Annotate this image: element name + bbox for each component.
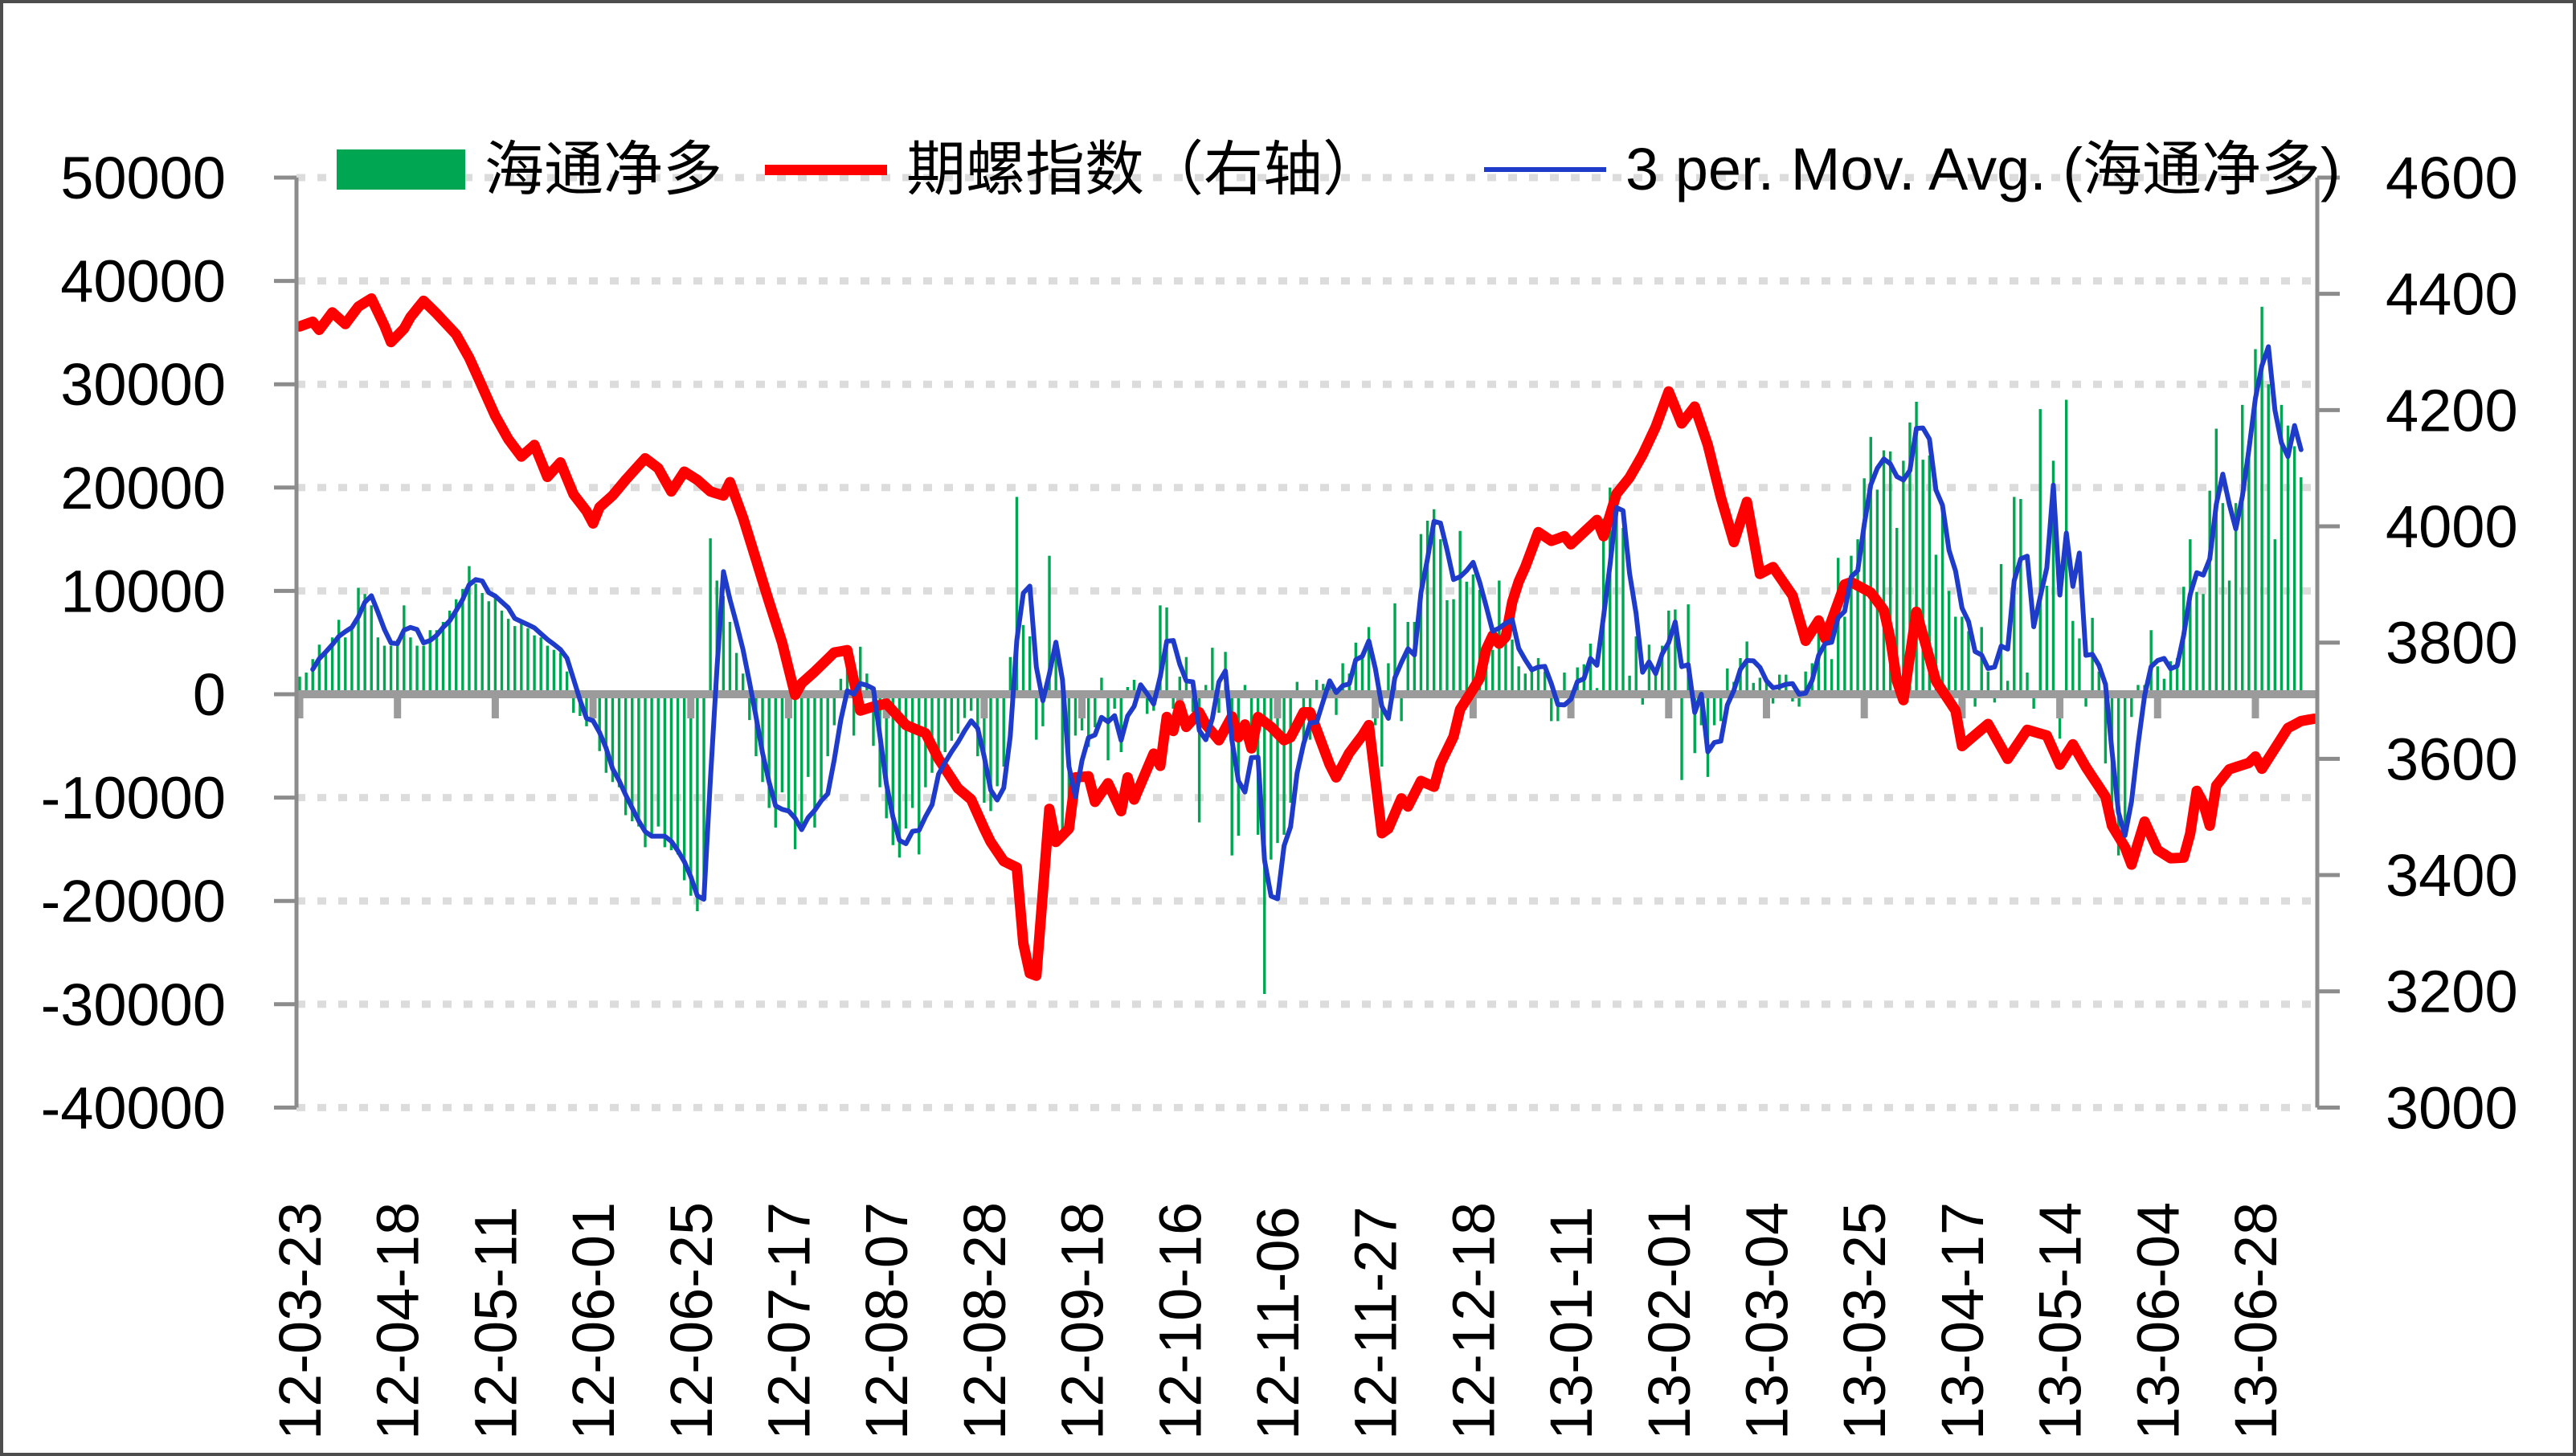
right-axis-tick-label: 3200 (2386, 959, 2518, 1025)
left-axis-tick-label: 10000 (60, 558, 226, 624)
x-axis-tick-label: 12-11-06 (1245, 1206, 1311, 1440)
left-axis-tick-label: -20000 (41, 868, 226, 935)
x-axis-tick-label: 12-08-28 (951, 1202, 1018, 1440)
left-axis-tick-label: -40000 (41, 1074, 226, 1141)
left-axis-tick-label: 0 (193, 661, 226, 728)
x-axis-tick-label: 12-06-01 (560, 1202, 627, 1440)
x-axis-tick-label: 12-12-18 (1440, 1202, 1507, 1440)
x-axis-tick-label: 13-01-11 (1538, 1206, 1605, 1440)
right-axis-tick-label: 4200 (2386, 377, 2518, 444)
combo-chart-canvas: 50000 40000 30000 20000 10000 0 -10000 -20000 -3… (41, 145, 2518, 1440)
right-axis-tick-label: 3800 (2386, 610, 2518, 677)
right-axis-tick-label: 4400 (2386, 261, 2518, 328)
right-axis-tick-label: 3000 (2386, 1074, 2518, 1141)
x-axis-tick-label: 12-03-23 (267, 1202, 333, 1440)
right-axis-tick-label: 3400 (2386, 842, 2518, 909)
x-axis-tick-label: 13-03-25 (1831, 1202, 1898, 1440)
left-axis-labels: 50000 40000 30000 20000 10000 0 -10000 -20000 -3… (41, 145, 296, 1141)
left-axis-tick-label: 50000 (60, 145, 226, 211)
moving-average-line (310, 344, 2304, 902)
x-axis-tick-label: 12-04-18 (365, 1202, 431, 1440)
x-axis-tick-label: 12-07-17 (755, 1202, 822, 1440)
x-axis-labels: 12-03-23 12-04-18 12-05-11 12-06-01 12-06-25… (267, 1202, 2289, 1440)
x-axis-tick-label: 12-11-27 (1343, 1206, 1409, 1440)
x-axis-tick-label: 12-06-25 (658, 1202, 725, 1440)
left-axis-tick-label: 30000 (60, 351, 226, 418)
gridlines (296, 174, 2317, 1111)
x-axis-tick-label: 13-06-04 (2124, 1202, 2191, 1440)
right-axis-tick-label: 4000 (2386, 493, 2518, 560)
x-axis-tick-label: 13-02-01 (1636, 1202, 1703, 1440)
zero-axis (296, 690, 2317, 718)
x-axis-tick-label: 13-04-17 (1929, 1202, 1996, 1440)
x-axis-tick-label: 12-05-11 (462, 1206, 529, 1440)
x-axis-tick-label: 13-06-28 (2222, 1202, 2289, 1440)
red-price-line (294, 293, 2320, 981)
x-axis-tick-label: 12-08-07 (853, 1202, 920, 1440)
x-axis-tick-label: 12-10-16 (1147, 1202, 1213, 1440)
right-axis-tick-label: 4600 (2386, 145, 2518, 211)
left-axis-tick-label: -30000 (41, 971, 226, 1038)
right-axis-tick-label: 3600 (2386, 726, 2518, 792)
x-axis-tick-label: 13-05-14 (2027, 1202, 2094, 1440)
x-axis-tick-label: 13-03-04 (1733, 1202, 1800, 1440)
left-axis-tick-label: 20000 (60, 455, 226, 521)
left-axis-tick-label: -10000 (41, 765, 226, 832)
right-axis-labels: 4600 4400 4200 4000 3800 3600 3400 3200 3000 (2317, 145, 2518, 1141)
x-axis-tick-label: 12-09-18 (1049, 1202, 1116, 1440)
left-axis-tick-label: 40000 (60, 248, 226, 315)
